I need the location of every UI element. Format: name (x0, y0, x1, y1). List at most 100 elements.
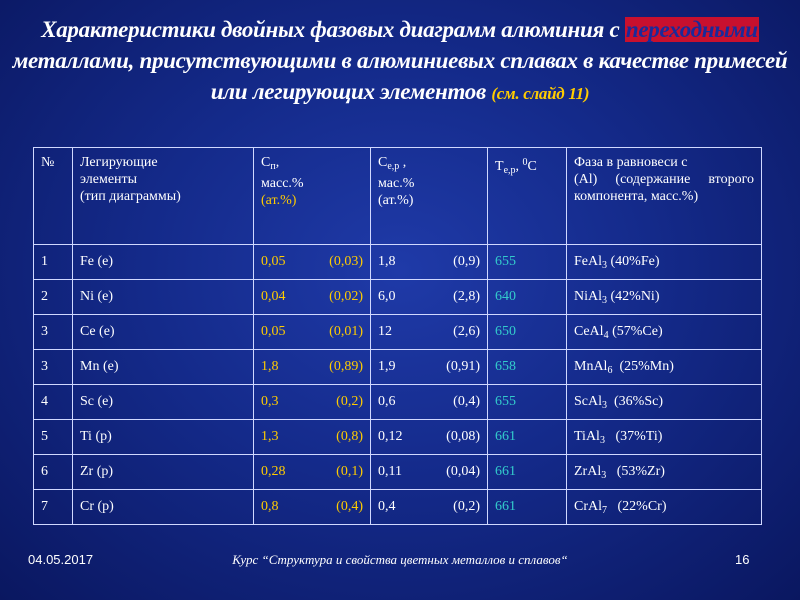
cell-phase-content: (53%Zr) (606, 463, 665, 479)
table-row: 3 Mn (e) 1,8 (0,89) 1,9 (0,91) 658 MnAl6 (25%Mn… (33, 349, 762, 385)
cell-phase-formula: ScAl (574, 393, 602, 409)
title-part-2: металлами, присутствующими в алюминиевых… (12, 48, 788, 104)
header-solubility: Сп, масс.% (ат.%) (253, 147, 371, 245)
cell-ce-mass: 1,9 (378, 359, 396, 374)
cell-eutectic-concentration: 0,12 (0,08) (370, 419, 488, 455)
cell-phase-content: (22%Cr) (607, 498, 667, 514)
header-ce-symbol: С (378, 155, 388, 170)
cell-solubility-mass: 0,04 (261, 289, 286, 304)
cell-solubility-at: (0,2) (336, 394, 363, 409)
cell-phase-index: 3 (602, 399, 607, 411)
header-elements-line-3: (тип диаграммы) (80, 189, 181, 204)
table-header-row: № Легирующие элементы (тип диаграммы) Сп… (33, 147, 762, 245)
header-ce-at-unit: (ат.%) (378, 193, 414, 208)
cell-phase-content: (25%Mn) (612, 358, 674, 374)
cell-phase-content: (36%Sc) (607, 393, 663, 409)
header-phase-line-2: (Al) (содержание второго компонента, мас… (574, 172, 754, 204)
footer-date: 04.05.2017 (28, 552, 94, 567)
cell-phase: NiAl3 (42%Ni) (566, 279, 762, 315)
cell-eutectic-temperature: 640 (487, 279, 567, 315)
header-elements: Легирующие элементы (тип диаграммы) (72, 147, 254, 245)
cell-number: 6 (33, 454, 73, 490)
table-row: 7 Cr (p) 0,8 (0,4) 0,4 (0,2) 661 CrAl7 (22%Cr) (33, 489, 762, 525)
cell-ce-mass: 6,0 (378, 289, 396, 304)
cell-ce-mass: 1,8 (378, 254, 396, 269)
cell-element: Ce (e) (72, 314, 254, 350)
cell-ce-at: (0,4) (453, 394, 480, 409)
title-slide-reference: (см. слайд 11) (491, 84, 590, 103)
cell-solubility-at: (0,02) (329, 289, 363, 304)
cell-ce-mass: 12 (378, 324, 392, 339)
cell-number: 5 (33, 419, 73, 455)
header-cn-at-unit: (ат.%) (261, 193, 297, 208)
cell-phase: CrAl7 (22%Cr) (566, 489, 762, 525)
cell-solubility-mass: 0,05 (261, 324, 286, 339)
cell-solubility-mass: 0,28 (261, 464, 286, 479)
phase-diagram-table: № Легирующие элементы (тип диаграммы) Сп… (33, 147, 762, 525)
table-row: 5 Ti (p) 1,3 (0,8) 0,12 (0,08) 661 TiAl3 (37%Ti… (33, 419, 762, 455)
cell-element: Ni (e) (72, 279, 254, 315)
header-cn-mass-unit: масс.% (261, 176, 304, 191)
cell-ce-mass: 0,11 (378, 464, 402, 479)
table-row: 6 Zr (p) 0,28 (0,1) 0,11 (0,04) 661 ZrAl3 (53%Z… (33, 454, 762, 490)
header-elements-line-1: Легирующие (80, 155, 158, 170)
cell-phase: CeAl4 (57%Ce) (566, 314, 762, 350)
cell-eutectic-temperature: 655 (487, 384, 567, 420)
cell-solubility-at: (0,03) (329, 254, 363, 269)
cell-phase-formula: CeAl (574, 323, 604, 339)
cell-phase-formula: NiAl (574, 288, 602, 304)
cell-ce-mass: 0,4 (378, 499, 396, 514)
cell-ce-at: (0,04) (446, 464, 480, 479)
cell-eutectic-temperature: 661 (487, 454, 567, 490)
cell-eutectic-temperature: 650 (487, 314, 567, 350)
cell-eutectic-concentration: 1,8 (0,9) (370, 244, 488, 280)
cell-eutectic-concentration: 6,0 (2,8) (370, 279, 488, 315)
cell-solubility-at: (0,8) (336, 429, 363, 444)
cell-ce-at: (0,9) (453, 254, 480, 269)
cell-phase: MnAl6 (25%Mn) (566, 349, 762, 385)
cell-eutectic-temperature: 655 (487, 244, 567, 280)
header-eutectic-temperature: Те,р, 0С (487, 147, 567, 245)
cell-solubility: 0,3 (0,2) (253, 384, 371, 420)
footer-course-name: Курс “Структура и свойства цветных метал… (232, 552, 568, 567)
cell-solubility-at: (0,1) (336, 464, 363, 479)
cell-solubility: 0,05 (0,01) (253, 314, 371, 350)
cell-element: Cr (p) (72, 489, 254, 525)
cell-solubility-mass: 0,8 (261, 499, 279, 514)
cell-number: 2 (33, 279, 73, 315)
cell-number: 4 (33, 384, 73, 420)
header-equilibrium-phase: Фаза в равновеси с (Al) (содержание втор… (566, 147, 762, 245)
cell-phase: TiAl3 (37%Ti) (566, 419, 762, 455)
cell-eutectic-temperature: 658 (487, 349, 567, 385)
cell-solubility-at: (0,89) (329, 359, 363, 374)
header-cn-suffix: , (275, 155, 280, 170)
title-highlight: переходными (624, 17, 759, 42)
cell-eutectic-concentration: 12 (2,6) (370, 314, 488, 350)
cell-eutectic-concentration: 0,11 (0,04) (370, 454, 488, 490)
cell-element: Ti (p) (72, 419, 254, 455)
cell-solubility: 0,28 (0,1) (253, 454, 371, 490)
cell-solubility-at: (0,4) (336, 499, 363, 514)
cell-solubility: 0,05 (0,03) (253, 244, 371, 280)
cell-solubility: 0,8 (0,4) (253, 489, 371, 525)
cell-solubility-mass: 1,3 (261, 429, 279, 444)
cell-ce-at: (0,91) (446, 359, 480, 374)
cell-solubility: 0,04 (0,02) (253, 279, 371, 315)
cell-phase-content: (42%Ni) (607, 288, 660, 304)
cell-ce-at: (2,6) (453, 324, 480, 339)
cell-phase-formula: FeAl (574, 253, 602, 269)
cell-number: 1 (33, 244, 73, 280)
cell-phase-index: 3 (602, 294, 607, 306)
header-te-symbol: Т (495, 159, 504, 174)
title-part-1: Характеристики двойных фазовых диаграмм … (41, 17, 620, 42)
cell-phase: FeAl3 (40%Fe) (566, 244, 762, 280)
cell-phase-content: (37%Ti) (604, 428, 663, 444)
header-cn-symbol: С (261, 155, 271, 170)
cell-element: Mn (e) (72, 349, 254, 385)
cell-phase-formula: TiAl (574, 428, 600, 444)
cell-eutectic-concentration: 0,4 (0,2) (370, 489, 488, 525)
cell-ce-at: (2,8) (453, 289, 480, 304)
cell-eutectic-temperature: 661 (487, 419, 567, 455)
header-ce-mass-unit: мас.% (378, 176, 415, 191)
cell-phase-index: 6 (607, 364, 613, 376)
